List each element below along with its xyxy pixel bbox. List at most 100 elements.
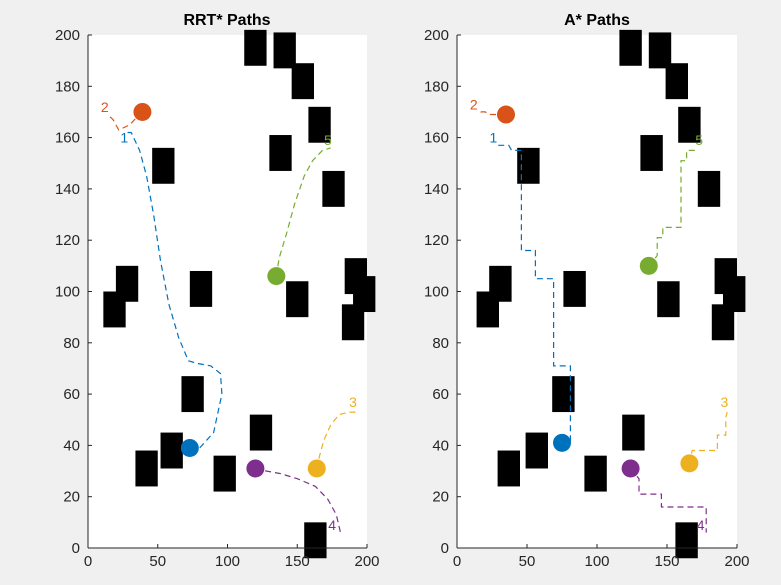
start-marker-astar-4: [621, 459, 640, 478]
obstacles-rrt: [103, 29, 376, 559]
y-tick-label-astar-7: 140: [424, 181, 449, 198]
panel-rrt: RRT* Paths 12 3 4 5 0 50 100 150 200 0 20 40 60 80 1…: [55, 12, 380, 570]
agent-label-astar-2: 2: [470, 96, 478, 112]
y-tick-label-rrt-9: 180: [55, 78, 80, 95]
obstacle-rrt-3: [308, 106, 331, 143]
obstacle-astar-0: [619, 29, 642, 66]
obstacle-rrt-0: [244, 29, 267, 66]
path-rrt-4: [255, 467, 342, 533]
obstacle-astar-13: [711, 304, 735, 341]
start-marker-rrt-1: [180, 438, 199, 457]
obstacle-astar-18: [584, 455, 607, 492]
obstacle-rrt-16: [160, 432, 183, 469]
y-tick-label-astar-6: 120: [424, 232, 449, 249]
obstacle-rrt-5: [152, 147, 175, 184]
obstacle-rrt-6: [322, 170, 345, 207]
obstacle-rrt-14: [181, 376, 204, 413]
paths-rrt: 12 3 4 5: [101, 99, 358, 533]
y-tick-label-rrt-8: 160: [55, 130, 80, 147]
start-marker-astar-2: [497, 105, 515, 124]
start-marker-astar-3: [680, 454, 699, 473]
x-tick-label-astar-2: 100: [584, 553, 609, 570]
y-ticks-astar: 0 20 40 60 80 100 120 140 160 180 200: [424, 27, 461, 557]
obstacle-astar-15: [622, 414, 645, 451]
y-tick-label-astar-4: 80: [432, 335, 449, 352]
obstacle-astar-2: [665, 63, 688, 100]
y-ticks-rrt: 0 20 40 60 80 100 120 140 160 180 200: [55, 27, 92, 557]
obstacle-astar-16: [525, 432, 548, 469]
y-tick-label-rrt-1: 20: [63, 489, 80, 506]
start-marker-rrt-3: [307, 459, 326, 478]
paths-astar: 1 2 3 4 5: [470, 96, 729, 533]
obstacle-astar-12: [723, 276, 746, 313]
chart-title-astar: A* Paths: [564, 12, 630, 29]
obstacle-astar-10: [657, 281, 680, 318]
start-marker-rrt-5: [267, 267, 286, 286]
path-rrt-3: [316, 411, 358, 469]
obstacle-rrt-1: [273, 32, 296, 69]
y-tick-label-astar-0: 0: [441, 540, 449, 557]
agent-label-rrt-1: 1: [120, 130, 128, 146]
obstacle-rrt-13: [341, 304, 365, 341]
x-ticks-rrt: 0 50 100 150 200: [84, 544, 380, 570]
x-tick-label-astar-4: 200: [724, 553, 749, 570]
obstacle-rrt-4: [269, 135, 292, 171]
x-tick-label-astar-1: 50: [519, 553, 536, 570]
start-marker-rrt-2: [133, 102, 152, 121]
y-tick-label-astar-10: 200: [424, 27, 449, 44]
obstacle-rrt-10: [286, 281, 309, 318]
y-tick-label-rrt-10: 200: [55, 27, 80, 44]
y-tick-label-rrt-6: 120: [55, 232, 80, 249]
y-tick-label-rrt-2: 40: [63, 437, 80, 454]
y-tick-label-astar-1: 20: [432, 489, 449, 506]
obstacle-astar-1: [648, 32, 672, 69]
obstacle-rrt-19: [304, 522, 327, 559]
x-tick-label-rrt-0: 0: [84, 553, 92, 570]
obstacle-astar-6: [697, 170, 721, 207]
x-tick-label-rrt-4: 200: [354, 553, 379, 570]
agent-label-astar-1: 1: [490, 130, 498, 146]
x-tick-label-rrt-1: 50: [149, 553, 166, 570]
obstacle-rrt-18: [213, 455, 236, 492]
path-rrt-5: [275, 147, 331, 277]
y-tick-label-astar-3: 60: [432, 386, 449, 403]
path-astar-5: [648, 149, 695, 267]
path-rrt-1: [124, 131, 223, 449]
agent-label-rrt-3: 3: [349, 394, 357, 410]
obstacle-astar-5: [517, 147, 540, 184]
start-marker-astar-1: [553, 433, 571, 452]
y-tick-label-rrt-5: 100: [55, 284, 80, 301]
agent-label-astar-4: 4: [697, 517, 705, 533]
obstacle-astar-19: [675, 522, 698, 559]
y-tick-label-rrt-3: 60: [63, 386, 80, 403]
y-tick-label-astar-9: 180: [424, 78, 449, 95]
obstacle-astar-17: [497, 450, 520, 487]
y-tick-label-rrt-0: 0: [72, 540, 80, 557]
obstacle-rrt-9: [103, 291, 126, 328]
path-astar-1: [497, 144, 572, 444]
agent-label-rrt-2: 2: [101, 99, 109, 115]
start-marker-astar-5: [639, 256, 658, 275]
y-tick-label-rrt-4: 80: [63, 335, 80, 352]
x-tick-label-astar-3: 150: [654, 553, 679, 570]
y-tick-label-astar-8: 160: [424, 130, 449, 147]
obstacle-rrt-17: [135, 450, 158, 487]
panel-astar: A* Paths 1 2 3 4 5 0 50 100 150 200 0 20 40 60 80 100…: [424, 12, 750, 570]
start-marker-rrt-4: [246, 459, 265, 478]
obstacle-rrt-15: [249, 414, 273, 451]
obstacle-rrt-2: [291, 63, 314, 100]
obstacle-rrt-8: [189, 270, 213, 307]
agent-label-astar-3: 3: [721, 394, 729, 410]
agent-label-rrt-4: 4: [328, 517, 336, 533]
obstacle-astar-8: [563, 270, 586, 307]
chart-title-rrt: RRT* Paths: [183, 12, 270, 29]
agent-label-rrt-5: 5: [324, 132, 332, 148]
obstacle-astar-9: [476, 291, 499, 328]
x-tick-label-rrt-3: 150: [285, 553, 310, 570]
x-ticks-astar: 0 50 100 150 200: [453, 544, 750, 570]
y-tick-label-rrt-7: 140: [55, 181, 80, 198]
obstacle-astar-4: [640, 135, 663, 171]
path-rrt-2: [107, 111, 143, 131]
obstacles-astar: [476, 29, 746, 559]
